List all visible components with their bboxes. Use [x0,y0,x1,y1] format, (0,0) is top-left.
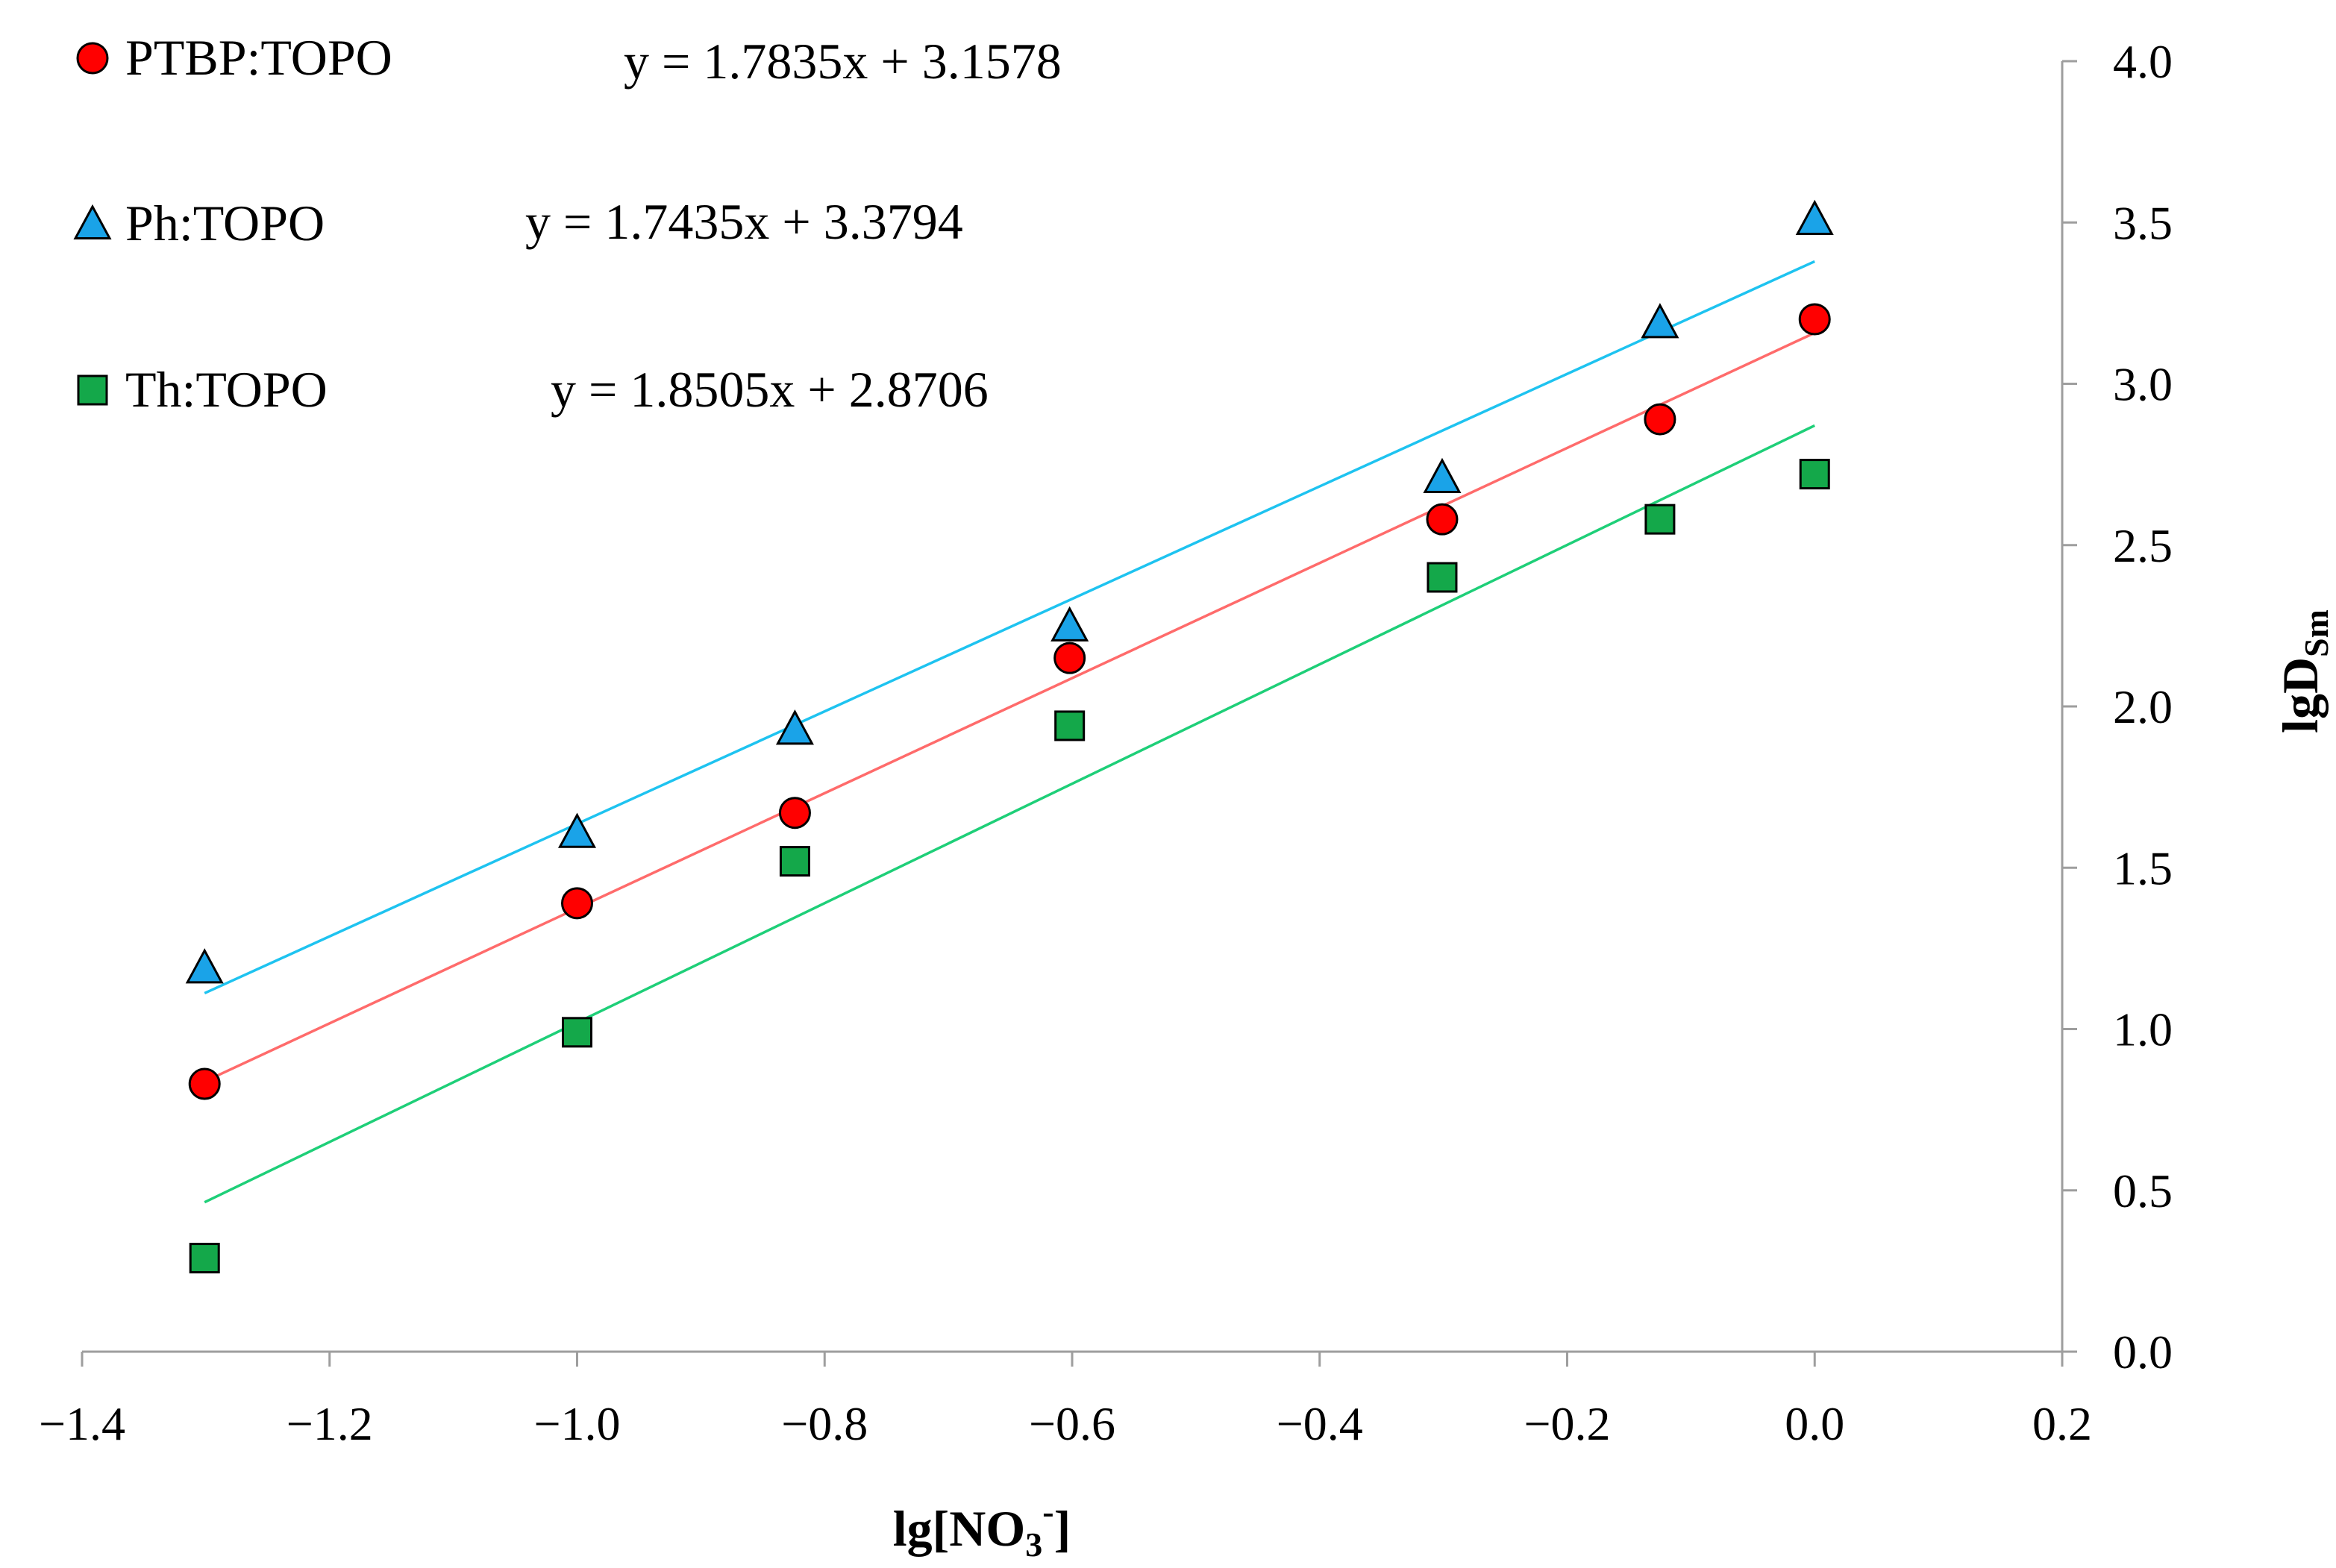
x-tick-label: −0.8 [781,1397,868,1450]
data-points [185,199,1834,1274]
data-point-th-topo [1427,562,1458,593]
trend-line-ptbp-topo [204,331,1815,1083]
y-tick-label: 0.5 [2113,1164,2173,1217]
y-tick-label: 2.0 [2113,680,2173,733]
x-axis-title-close: ] [1054,1500,1071,1557]
legend-label-th-topo: Th:TOPO [125,361,328,418]
y-tick-label: 3.0 [2113,358,2173,411]
x-tick-label: −1.4 [39,1397,125,1450]
x-axis-title-superscript: - [1042,1493,1053,1531]
y-tick-label: 4.0 [2113,35,2173,88]
data-point-th-topo [1644,504,1676,535]
legend: PTBP:TOPO Ph:TOPO Th:TOPO y = 1.7835x + … [73,29,1062,418]
data-point-ptbp-topo [1053,642,1086,674]
y-tick-label: 1.5 [2113,841,2173,894]
trend-lines [204,260,1816,1204]
data-point-ph-topo [1641,303,1679,339]
data-point-th-topo [1054,710,1086,741]
legend-marker-ph-topo [73,204,112,240]
axes: −1.4 −1.2 −1.0 −0.8 −0.6 −0.4 −0.2 0.0 0.2 0.0 0.5… [39,35,2173,1450]
x-tick-label: 0.0 [1785,1397,1844,1450]
trend-line-th-topo [204,424,1816,1204]
data-point-ph-topo [1050,606,1089,642]
data-point-ptbp-topo [1426,503,1459,536]
data-point-th-topo [189,1243,220,1274]
data-point-ph-topo [1795,199,1834,235]
x-tick-label: −0.6 [1029,1397,1115,1450]
x-axis-title-base: lg[NO [893,1500,1026,1557]
y-axis-title: lgDSm [2272,609,2335,733]
x-tick-label: −0.2 [1524,1397,1610,1450]
x-tick-label: −1.2 [286,1397,373,1450]
data-point-ptbp-topo [778,797,811,830]
legend-marker-ptbp-topo [76,42,109,75]
data-point-ptbp-topo [561,887,593,920]
data-point-ph-topo [1423,457,1462,493]
data-point-ptbp-topo [1798,303,1831,336]
equation-ptbp-topo: y = 1.7835x + 3.1578 [624,33,1062,90]
x-axis-title-subscript: 3 [1025,1525,1042,1564]
data-point-th-topo [779,846,810,877]
data-point-th-topo [1799,459,1830,490]
trend-line-ph-topo [204,260,1815,995]
data-point-th-topo [562,1017,592,1048]
y-axis-title-base: lgD [2272,657,2329,733]
x-tick-label: 0.2 [2032,1397,2092,1450]
legend-marker-th-topo [77,374,108,406]
x-axis-title: lg[NO3-] [893,1493,1071,1564]
y-tick-label: 2.5 [2113,519,2173,572]
data-point-ph-topo [775,709,814,745]
y-tick-label: 3.5 [2113,196,2173,249]
y-tick-label: 1.0 [2113,1003,2173,1056]
data-point-ptbp-topo [1644,403,1676,436]
legend-markers [73,42,112,406]
y-axis-title-subscript: Sm [2297,609,2335,657]
equation-ph-topo: y = 1.7435x + 3.3794 [525,193,963,250]
legend-label-ptbp-topo: PTBP:TOPO [125,29,392,86]
legend-label-ph-topo: Ph:TOPO [125,195,325,251]
y-tick-label: 0.0 [2113,1326,2173,1379]
equation-th-topo: y = 1.8505x + 2.8706 [551,361,989,418]
data-point-ptbp-topo [188,1067,221,1100]
x-tick-label: −0.4 [1277,1397,1363,1450]
data-point-ph-topo [557,812,597,848]
data-point-ph-topo [185,948,224,984]
x-tick-label: −1.0 [533,1397,620,1450]
